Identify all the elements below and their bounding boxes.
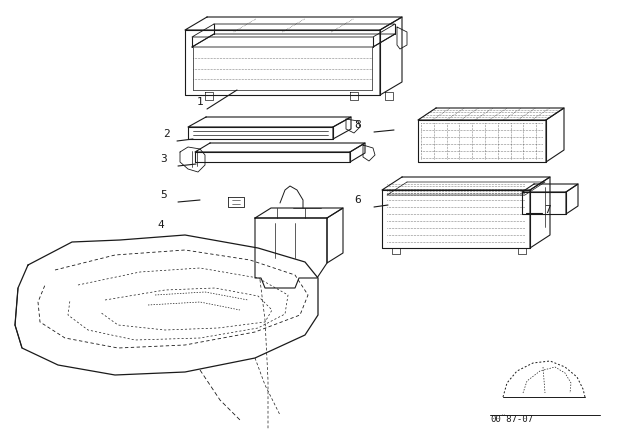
Text: 3: 3 (160, 154, 167, 164)
Text: 8: 8 (354, 120, 361, 130)
Text: 1: 1 (197, 97, 204, 107)
Text: 4: 4 (157, 220, 164, 230)
Text: 6: 6 (354, 195, 361, 205)
Text: 2: 2 (163, 129, 170, 139)
Text: 5: 5 (160, 190, 167, 200)
Text: 7: 7 (544, 205, 551, 215)
Text: 00ˇ87-07: 00ˇ87-07 (490, 415, 533, 424)
